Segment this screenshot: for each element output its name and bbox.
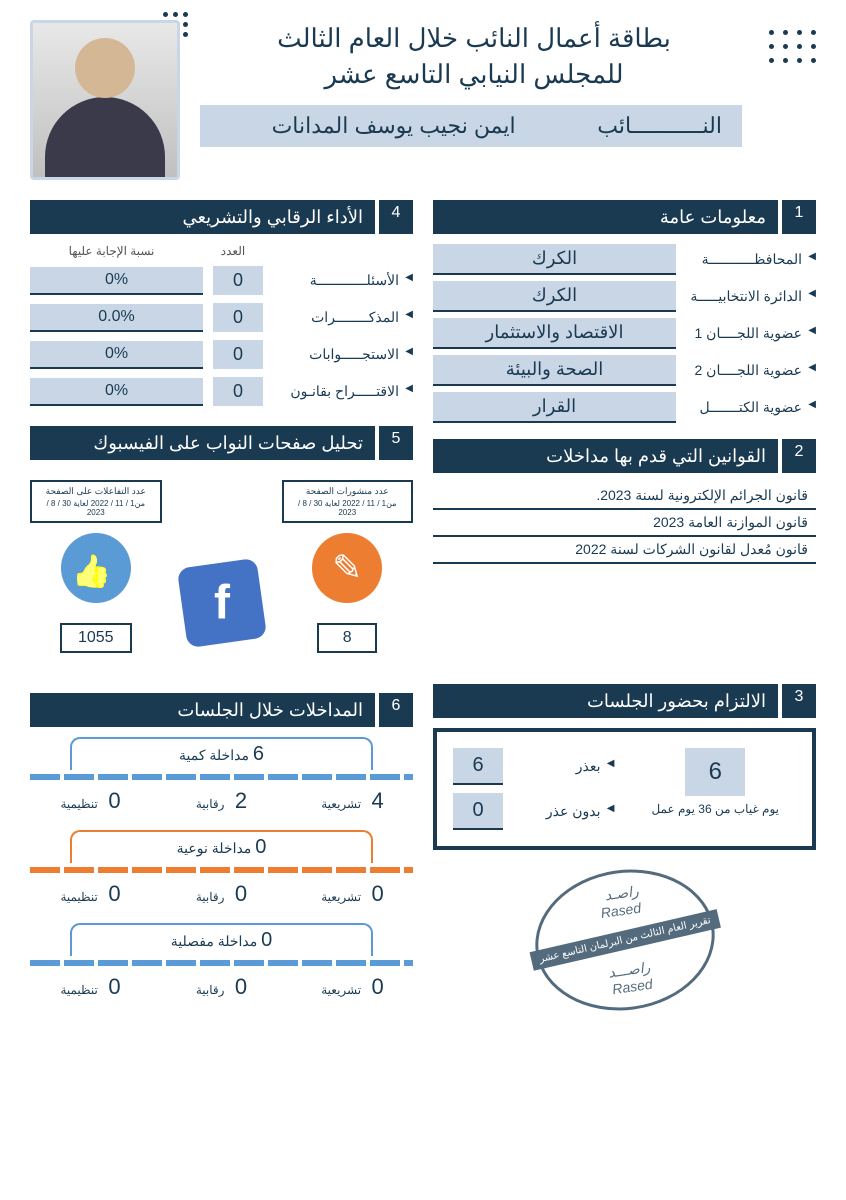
info-row: الدائرة الانتخابيـــــة الكرك	[433, 281, 816, 312]
attendance-block: 6 يوم غياب من 36 يوم عمل بعذر 6 بدون عذر…	[433, 728, 816, 850]
section-4-title: الأداء الرقابي والتشريعي	[30, 200, 375, 234]
perf-row: المذكــــــــرات 0 0.0%	[30, 303, 413, 332]
perf-count: 0	[213, 377, 263, 406]
intervention-group: 0 مداخلة مفصلية 0 تشريعية 0 رقابية 0 تنظيم…	[30, 923, 413, 1000]
section-6-title: المداخلات خلال الجلسات	[30, 693, 375, 727]
general-info-block: المحافظـــــــــــةالكركالدائرة الانتخاب…	[433, 244, 816, 423]
interv-cell: 0 تشريعية	[292, 881, 413, 907]
info-row: المحافظـــــــــــة الكرك	[433, 244, 816, 275]
with-excuse-value: 6	[453, 748, 503, 785]
fb-interactions-label: عدد التفاعلات على الصفحة من1 / 11 / 2022…	[30, 480, 162, 523]
name-value: ايمن نجيب يوسف المدانات	[220, 113, 567, 139]
perf-label: المذكــــــــرات	[273, 309, 413, 326]
fb-interactions-value: 1055	[60, 623, 132, 653]
without-excuse-value: 0	[453, 793, 503, 830]
info-label: المحافظـــــــــــة	[686, 251, 816, 268]
laws-list: قانون الجرائم الإلكترونية لسنة 2023.قانو…	[433, 483, 816, 564]
interv-cell: 2 رقابية	[161, 788, 282, 814]
info-row: عضوية الكتـــــــل القرار	[433, 392, 816, 423]
interv-cell: 0 تنظيمية	[30, 788, 151, 814]
section-2-num: 2	[782, 439, 816, 473]
section-5-title: تحليل صفحات النواب على الفيسبوك	[30, 426, 375, 460]
info-label: عضوية اللجــــان 1	[686, 325, 816, 342]
absent-days: 6	[685, 748, 745, 796]
without-excuse-label: بدون عذر	[513, 803, 615, 820]
perf-row: الأسئلــــــــــــة 0 0%	[30, 266, 413, 295]
interv-cell: 0 رقابية	[161, 881, 282, 907]
section-4-num: 4	[379, 200, 413, 234]
fb-posts-label: عدد منشورات الصفحة من1 / 11 / 2022 لغاية…	[282, 480, 414, 523]
info-row: عضوية اللجــــان 2 الصحة والبيئة	[433, 355, 816, 386]
perf-row: الاقتـــــراح بقانـون 0 0%	[30, 377, 413, 406]
interv-cell: 0 تشريعية	[292, 974, 413, 1000]
info-label: عضوية اللجــــان 2	[686, 362, 816, 379]
law-item: قانون الموازنة العامة 2023	[433, 510, 816, 537]
intervention-group: 0 مداخلة نوعية 0 تشريعية 0 رقابية 0 تنظيمي…	[30, 830, 413, 907]
like-icon	[61, 533, 131, 603]
perf-head-count: العدد	[203, 244, 263, 258]
with-excuse-label: بعذر	[513, 758, 615, 775]
section-3-num: 3	[782, 684, 816, 718]
interv-cell: 4 تشريعية	[292, 788, 413, 814]
interv-cell: 0 تنظيمية	[30, 881, 151, 907]
section-3-title: الالتزام بحضور الجلسات	[433, 684, 778, 718]
facebook-icon: f	[176, 558, 266, 648]
perf-rate: 0.0%	[30, 304, 203, 332]
perf-count: 0	[213, 340, 263, 369]
info-value: الكرك	[433, 244, 676, 275]
facebook-analysis: عدد منشورات الصفحة من1 / 11 / 2022 لغاية…	[30, 480, 413, 653]
perf-count: 0	[213, 303, 263, 332]
perf-label: الاقتـــــراح بقانـون	[273, 383, 413, 400]
main-title-line1: بطاقة أعمال النائب خلال العام الثالث	[200, 20, 748, 56]
perf-head-rate: نسبة الإجابة عليها	[30, 244, 193, 258]
info-value: الكرك	[433, 281, 676, 312]
absent-sub: يوم غياب من 36 يوم عمل	[635, 802, 797, 816]
deputy-photo	[30, 20, 180, 180]
fb-posts-value: 8	[317, 623, 377, 653]
interv-bracket: 0 مداخلة نوعية	[70, 830, 373, 863]
perf-rate: 0%	[30, 341, 203, 369]
perf-label: الأسئلــــــــــــة	[273, 272, 413, 289]
section-1-num: 1	[782, 200, 816, 234]
info-label: عضوية الكتـــــــل	[686, 399, 816, 416]
intervention-group: 6 مداخلة كمية 4 تشريعية 2 رقابية 0 تنظيمية	[30, 737, 413, 814]
perf-count: 0	[213, 266, 263, 295]
interv-cell: 0 رقابية	[161, 974, 282, 1000]
name-label: النـــــــــــائب	[577, 113, 722, 139]
interv-bracket: 6 مداخلة كمية	[70, 737, 373, 770]
info-value: الاقتصاد والاستثمار	[433, 318, 676, 349]
performance-table: العدد نسبة الإجابة عليها الأسئلـــــــــ…	[30, 244, 413, 406]
dots-decoration	[768, 20, 816, 64]
section-5-num: 5	[379, 426, 413, 460]
info-value: الصحة والبيئة	[433, 355, 676, 386]
info-row: عضوية اللجــــان 1 الاقتصاد والاستثمار	[433, 318, 816, 349]
main-title-line2: للمجلس النيابي التاسع عشر	[200, 56, 748, 92]
info-value: القرار	[433, 392, 676, 423]
section-1-title: معلومات عامة	[433, 200, 778, 234]
perf-row: الاستجـــــوابات 0 0%	[30, 340, 413, 369]
interv-bar	[30, 774, 413, 780]
law-item: قانون الجرائم الإلكترونية لسنة 2023.	[433, 483, 816, 510]
perf-rate: 0%	[30, 267, 203, 295]
perf-rate: 0%	[30, 378, 203, 406]
info-label: الدائرة الانتخابيـــــة	[686, 288, 816, 305]
interv-bar	[30, 867, 413, 873]
section-2-title: القوانين التي قدم بها مداخلات	[433, 439, 778, 473]
interv-bar	[30, 960, 413, 966]
section-6-num: 6	[379, 693, 413, 727]
law-item: قانون مُعدل لقانون الشركات لسنة 2022	[433, 537, 816, 564]
edit-icon	[312, 533, 382, 603]
interv-cell: 0 تنظيمية	[30, 974, 151, 1000]
perf-label: الاستجـــــوابات	[273, 346, 413, 363]
deputy-name-row: النـــــــــــائب ايمن نجيب يوسف المدانا…	[200, 105, 748, 147]
rased-stamp: راصـدRased تقرير العام الثالث من البرلما…	[526, 858, 724, 1022]
interventions-block: 6 مداخلة كمية 4 تشريعية 2 رقابية 0 تنظيمية…	[30, 737, 413, 1000]
interv-bracket: 0 مداخلة مفصلية	[70, 923, 373, 956]
